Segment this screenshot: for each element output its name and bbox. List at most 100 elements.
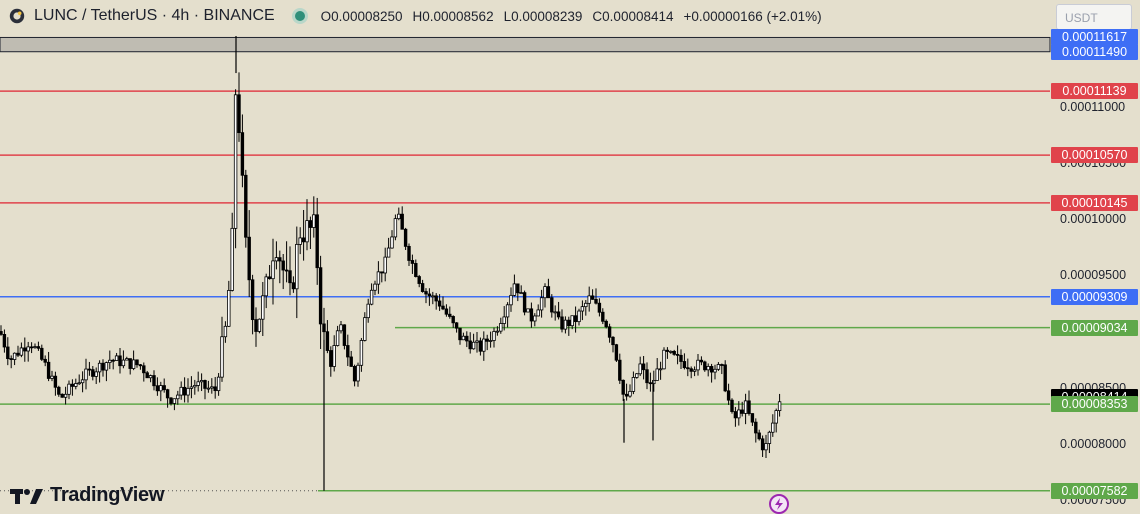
candle[interactable]	[318, 255, 323, 349]
candle[interactable]	[465, 331, 469, 348]
candle[interactable]	[393, 214, 398, 241]
candle[interactable]	[543, 283, 547, 308]
candle[interactable]	[186, 378, 190, 403]
candle[interactable]	[16, 345, 20, 357]
candle[interactable]	[77, 374, 81, 385]
candle[interactable]	[764, 434, 768, 459]
candle[interactable]	[628, 384, 632, 398]
candle[interactable]	[533, 313, 537, 327]
lightning-icon[interactable]	[769, 494, 789, 514]
candle[interactable]	[70, 379, 75, 396]
candle[interactable]	[339, 320, 343, 334]
candle[interactable]	[244, 169, 248, 248]
candle[interactable]	[716, 362, 721, 371]
candle[interactable]	[522, 290, 527, 316]
candle[interactable]	[475, 332, 479, 353]
candle[interactable]	[417, 274, 421, 288]
candle[interactable]	[679, 349, 683, 370]
candle[interactable]	[312, 196, 316, 238]
candle[interactable]	[308, 216, 313, 249]
candle[interactable]	[556, 301, 561, 320]
candle[interactable]	[193, 379, 197, 395]
candle[interactable]	[301, 209, 306, 261]
candle[interactable]	[740, 401, 744, 417]
candle[interactable]	[386, 237, 391, 258]
candle[interactable]	[257, 318, 262, 334]
candle[interactable]	[665, 347, 670, 359]
candle[interactable]	[91, 366, 95, 381]
candle[interactable]	[631, 371, 636, 395]
candle[interactable]	[159, 381, 163, 402]
candle[interactable]	[611, 336, 615, 353]
candle[interactable]	[689, 366, 693, 379]
candle[interactable]	[101, 359, 105, 377]
candle[interactable]	[118, 348, 122, 374]
candle[interactable]	[196, 371, 200, 392]
candle[interactable]	[237, 72, 241, 142]
candle[interactable]	[233, 89, 238, 249]
candle[interactable]	[410, 254, 415, 274]
candle[interactable]	[182, 377, 187, 403]
candle[interactable]	[213, 377, 217, 399]
candle[interactable]	[448, 306, 452, 319]
candle[interactable]	[373, 280, 377, 296]
candle[interactable]	[383, 247, 387, 282]
candle[interactable]	[6, 337, 10, 366]
candle[interactable]	[111, 358, 115, 370]
candle[interactable]	[614, 343, 619, 362]
candle[interactable]	[352, 364, 357, 387]
candle[interactable]	[250, 274, 255, 335]
candle[interactable]	[407, 243, 411, 266]
candle[interactable]	[526, 308, 530, 313]
candle[interactable]	[46, 351, 51, 382]
candle[interactable]	[363, 312, 367, 342]
candle[interactable]	[84, 358, 88, 390]
candle[interactable]	[349, 350, 353, 367]
candle[interactable]	[329, 346, 333, 377]
candle[interactable]	[478, 337, 483, 356]
candle[interactable]	[376, 261, 381, 294]
candle[interactable]	[216, 373, 221, 396]
candle[interactable]	[179, 381, 183, 400]
candle[interactable]	[172, 398, 177, 411]
candle[interactable]	[713, 364, 717, 380]
candle[interactable]	[546, 278, 551, 299]
candle[interactable]	[485, 334, 489, 351]
candle[interactable]	[492, 327, 496, 348]
candle[interactable]	[621, 379, 625, 401]
candle[interactable]	[567, 316, 571, 336]
candle[interactable]	[165, 388, 170, 408]
candle[interactable]	[635, 373, 639, 379]
candle[interactable]	[135, 359, 139, 368]
candle[interactable]	[74, 378, 78, 390]
candle[interactable]	[145, 370, 149, 379]
candle[interactable]	[60, 393, 64, 398]
candle[interactable]	[97, 360, 102, 383]
candle[interactable]	[662, 347, 666, 370]
candle[interactable]	[332, 335, 336, 372]
candle[interactable]	[247, 210, 251, 298]
candle[interactable]	[594, 288, 598, 305]
candle[interactable]	[658, 361, 663, 380]
candle[interactable]	[550, 294, 554, 318]
candle[interactable]	[754, 418, 758, 443]
candle[interactable]	[468, 332, 472, 354]
candle[interactable]	[50, 370, 54, 382]
candle[interactable]	[366, 298, 370, 323]
candle[interactable]	[264, 273, 268, 309]
candle[interactable]	[471, 333, 476, 350]
candle[interactable]	[162, 378, 166, 393]
candle[interactable]	[288, 246, 292, 296]
candle[interactable]	[458, 327, 462, 345]
candle[interactable]	[424, 288, 428, 304]
candle[interactable]	[675, 345, 680, 365]
candle[interactable]	[176, 390, 180, 405]
candle[interactable]	[733, 406, 738, 427]
candle[interactable]	[431, 291, 435, 305]
candle[interactable]	[682, 353, 687, 370]
candle[interactable]	[686, 358, 690, 377]
candle[interactable]	[281, 254, 285, 290]
candle[interactable]	[80, 371, 85, 393]
candle[interactable]	[536, 304, 540, 317]
candle[interactable]	[403, 227, 408, 251]
